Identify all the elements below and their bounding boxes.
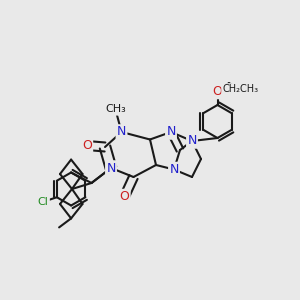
Text: N: N: [106, 161, 116, 175]
Text: CH₂CH₃: CH₂CH₃: [222, 84, 258, 94]
Text: N: N: [169, 163, 179, 176]
Text: N: N: [166, 125, 176, 139]
Text: N: N: [117, 125, 126, 139]
Text: N: N: [187, 134, 197, 148]
Text: O: O: [213, 85, 222, 98]
Text: O: O: [82, 139, 92, 152]
Text: CH₃: CH₃: [105, 104, 126, 115]
Text: O: O: [120, 190, 129, 203]
Text: Cl: Cl: [38, 197, 49, 207]
